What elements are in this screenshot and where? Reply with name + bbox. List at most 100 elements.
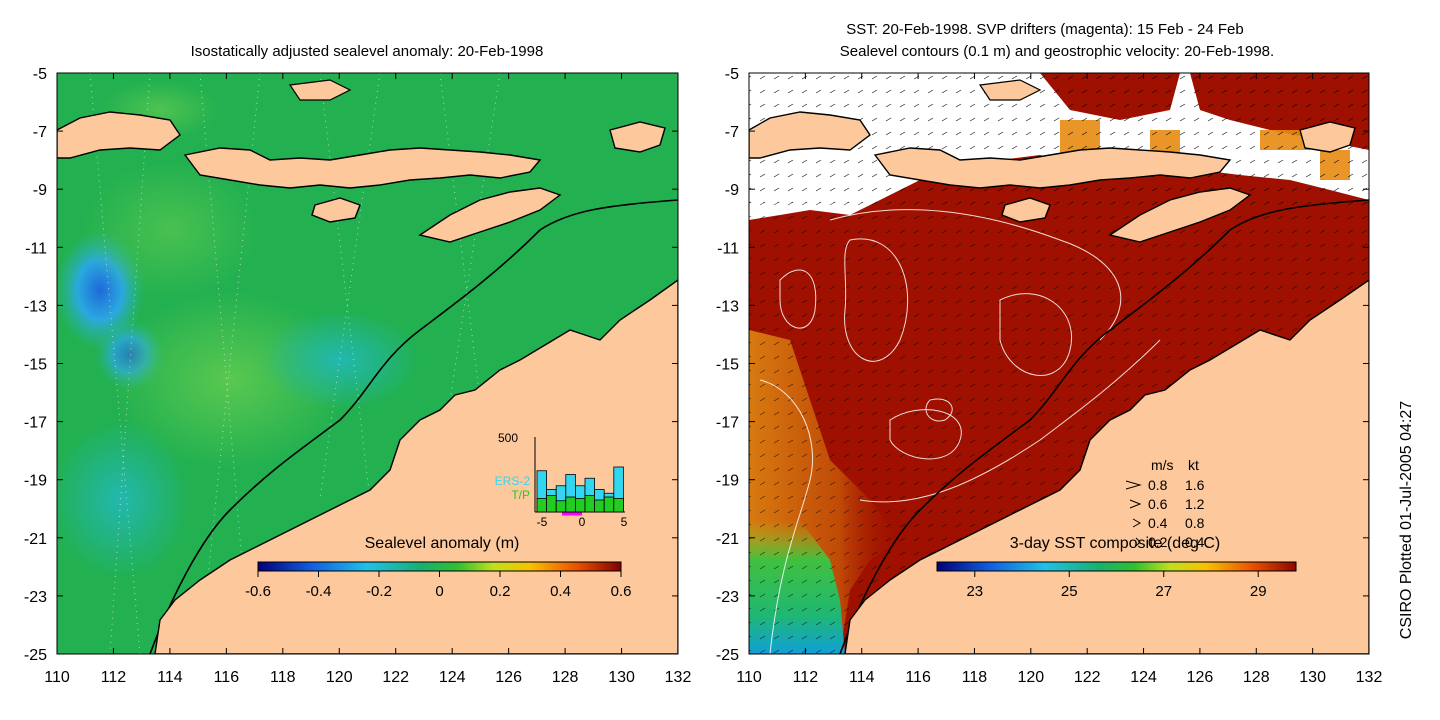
shelf-edge-contour [149,199,678,654]
lon-tick-label: 120 [326,669,353,686]
inset-bar-tp [555,500,567,513]
north-island-2 [288,79,352,101]
sst-colorbar-ramp [936,561,1297,572]
colorbar-tick-label: 27 [1155,583,1172,600]
lat-tick-label: -13 [24,298,47,315]
right-title-line2: Sealevel contours (0.1 m) and geostrophi… [840,43,1274,60]
velocity-legend-header-ms: m/s [1151,457,1174,473]
sla-colorbar-ticks: -0.6 -0.4 -0.2 0 0.2 0.4 0.6 [245,571,631,600]
lon-tick-label: 116 [214,669,240,686]
colorbar-tick-label: 25 [1061,583,1078,600]
lat-tick-label: -19 [716,473,739,490]
timor-island-right [1108,187,1252,243]
velocity-legend-rows: 0.8 1.6 0.6 1.2 0.4 0.8 0.2 0.4 [1125,477,1205,550]
velocity-legend-ms: 0.4 [1148,515,1168,531]
lat-tick-label: -7 [33,124,47,141]
inset-xtick: 5 [621,515,628,529]
lon-tick-label: 124 [1130,669,1157,686]
inset-xtick: -5 [537,515,548,529]
lon-tick-label: 120 [1017,669,1044,686]
lon-tick-label: 126 [495,669,522,686]
shelf-anomaly-region [260,310,420,410]
sla-colorbar-label: Sealevel anomaly (m) [365,535,520,552]
inset-ymax-label: 500 [498,431,518,445]
velocity-arrow-icon [1135,537,1141,547]
sla-colorbar-ramp [257,561,622,572]
velocity-arrow-icon [1129,499,1142,509]
velocity-legend-header-kt: kt [1188,457,1199,473]
lon-tick-label: 128 [552,669,579,686]
lon-tick-label: 128 [1243,669,1270,686]
sla-colorbar: Sealevel anomaly (m) -0.6 -0.4 -0.2 0 0.2 0.4… [245,535,631,600]
north-island [609,121,666,153]
colorbar-tick-label: 0.6 [611,583,632,600]
inset-bar-tp [565,496,576,513]
lat-tick-label: -9 [33,182,47,199]
southwest-anomaly-region [57,420,190,580]
australia-landmass-right [844,279,1369,654]
north-island-2-right [978,79,1042,101]
australia-landmass [154,279,678,654]
lat-tick-label: -7 [725,124,739,141]
plot-credit: CSIRO Plotted 01-Jul-2005 04:27 [1398,401,1415,639]
inset-bar-tp [603,496,615,513]
lon-tick-label: 114 [849,669,875,686]
velocity-legend-kt: 0.8 [1185,515,1205,531]
sst-colorbar-label: 3-day SST composite (deg C) [1010,535,1220,552]
lon-tick-label: 126 [1187,669,1214,686]
lon-tick-label: 118 [270,669,296,686]
lat-tick-label: -17 [24,415,47,432]
velocity-arrow-icon [1132,518,1142,528]
right-axes: 110 112 114 116 118 120 122 124 126 128 130 132 -5 -7… [716,66,1383,686]
lon-tick-label: 116 [905,669,931,686]
high-anomaly-region-2 [80,160,260,300]
inset-bars [536,466,624,516]
sumba-island-right [1001,197,1051,223]
inset-bar-tp [594,499,605,513]
lon-tick-label: 130 [1299,669,1326,686]
lon-tick-label: 130 [608,669,635,686]
sst-colorbar-ticks: 23 25 27 29 [966,571,1267,600]
lon-tick-label: 110 [44,669,70,686]
right-title-line1: SST: 20-Feb-1998. SVP drifters (magenta)… [846,21,1243,38]
lat-tick-label: -23 [716,589,739,606]
lon-tick-label: 112 [793,669,819,686]
lat-tick-label: -21 [716,531,739,548]
lon-tick-label: 122 [382,669,409,686]
lat-tick-label: -11 [717,240,739,257]
inset-legend-ers2: ERS-2 [495,474,531,488]
velocity-legend-kt: 1.6 [1185,477,1205,493]
lat-tick-label: -25 [716,647,739,664]
velocity-legend-ms: 0.2 [1148,534,1168,550]
lat-tick-label: -5 [725,66,739,83]
velocity-legend: m/s kt 0.8 1.6 0.6 1.2 0.4 0.8 0.2 0.4 [1125,457,1205,550]
lat-tick-label: -21 [24,531,47,548]
colorbar-tick-label: 23 [966,583,983,600]
satellite-tracks [89,73,501,654]
sst-colorbar: 3-day SST composite (deg C) 23 25 27 29 [936,535,1297,600]
lat-tick-label: -17 [716,415,739,432]
sealevel-contours [759,209,1161,654]
inset-bar-tp [584,495,596,513]
colorbar-tick-label: 29 [1250,583,1267,600]
timor-island [418,187,562,243]
velocity-legend-kt: 1.2 [1185,496,1205,512]
colorbar-tick-label: -0.4 [306,583,332,600]
lon-tick-label: 132 [1356,669,1383,686]
lat-tick-label: -23 [24,589,47,606]
lat-tick-label: -25 [24,647,47,664]
lon-tick-label: 112 [101,669,127,686]
lon-tick-label: 124 [439,669,466,686]
lat-tick-label: -11 [25,240,47,257]
left-map-panel: Isostatically adjusted sealevel anomaly:… [56,43,679,655]
lat-tick-label: -19 [24,473,47,490]
left-title: Isostatically adjusted sealevel anomaly:… [191,43,544,60]
lesser-sunda-islands [183,147,542,189]
velocity-arrow-icon [1125,480,1142,490]
lon-tick-label: 132 [665,669,692,686]
lat-tick-label: -13 [716,298,739,315]
north-island-right [1299,121,1356,153]
shelf-edge-contour-right [839,199,1369,654]
lat-tick-label: -9 [725,182,739,199]
